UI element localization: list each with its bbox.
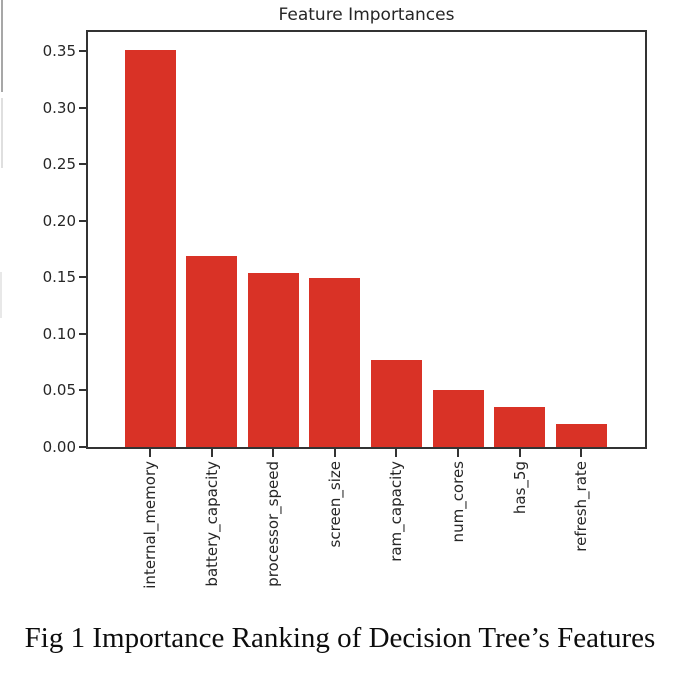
x-tick-mark xyxy=(395,449,398,457)
y-tick-mark xyxy=(79,50,86,52)
x-tick-label-screen_size: screen_size xyxy=(325,461,344,548)
figure-caption: Fig 1 Importance Ranking of Decision Tre… xyxy=(24,622,656,654)
x-tick-mark xyxy=(457,449,459,457)
scan-artifact-line xyxy=(0,272,2,318)
bar-has_5g xyxy=(494,407,546,447)
y-tick-label-0.05: 0.05 xyxy=(42,381,76,400)
bar-processor_speed xyxy=(247,272,299,447)
y-tick-mark xyxy=(79,106,86,109)
y-tick-mark xyxy=(79,219,86,222)
x-tick-label-num_cores: num_cores xyxy=(449,461,467,543)
y-tick-mark xyxy=(79,332,86,335)
x-tick-mark xyxy=(272,449,275,457)
x-tick-mark xyxy=(518,449,521,457)
y-tick-label-0.35: 0.35 xyxy=(42,42,76,60)
y-tick-label-0.15: 0.15 xyxy=(42,268,76,287)
y-tick-mark xyxy=(79,276,86,279)
y-tick-label-0.10: 0.10 xyxy=(42,324,76,343)
x-tick-mark xyxy=(333,449,336,457)
x-tick-label-has_5g: has_5g xyxy=(510,461,529,515)
x-tick-label-refresh_rate: refresh_rate xyxy=(572,461,591,552)
bar-refresh_rate xyxy=(555,424,607,447)
bar-ram_capacity xyxy=(370,359,422,447)
y-tick-label-0.00: 0.00 xyxy=(42,438,76,456)
y-tick-label-0.30: 0.30 xyxy=(42,98,76,117)
y-tick-mark xyxy=(79,446,86,448)
scan-artifact-line xyxy=(1,0,3,92)
bar-num_cores xyxy=(432,390,484,447)
y-tick-mark xyxy=(79,163,86,166)
x-tick-mark xyxy=(149,449,151,457)
plot-area xyxy=(86,30,647,449)
bar-internal_memory xyxy=(124,49,176,447)
bar-screen_size xyxy=(309,278,361,447)
scan-artifact-line xyxy=(1,98,3,168)
bar-battery_capacity xyxy=(186,255,238,447)
x-tick-mark xyxy=(210,449,213,457)
chart-title: Feature Importances xyxy=(278,5,455,25)
x-tick-label-processor_speed: processor_speed xyxy=(264,461,283,587)
x-tick-label-internal_memory: internal_memory xyxy=(141,461,159,589)
x-tick-mark xyxy=(580,449,583,457)
y-tick-mark xyxy=(79,389,86,392)
x-tick-label-battery_capacity: battery_capacity xyxy=(202,461,221,587)
y-tick-label-0.20: 0.20 xyxy=(42,211,76,230)
y-tick-label-0.25: 0.25 xyxy=(42,155,76,174)
x-tick-label-ram_capacity: ram_capacity xyxy=(387,461,406,562)
